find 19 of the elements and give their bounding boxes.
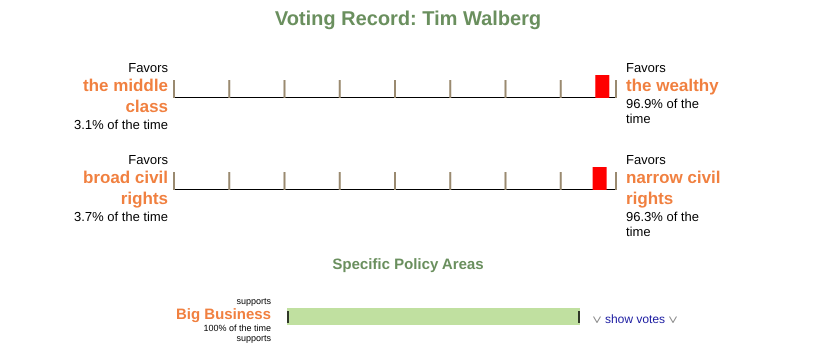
data-label: 96.9% of the time <box>626 96 700 126</box>
y-tick-label: Big Business <box>174 306 271 323</box>
category-label: narrow civil rights <box>626 168 720 208</box>
data-label: 96.3% of the time <box>626 209 700 239</box>
text: Favors <box>626 60 667 75</box>
text: Favors <box>127 152 168 167</box>
text: show votes <box>605 312 666 326</box>
text: Voting Record: Tim Walberg <box>274 8 542 31</box>
text: Favors <box>626 152 667 167</box>
data-label: 100% of the time <box>202 323 271 333</box>
category-label: broad civil rights <box>82 167 168 209</box>
text: supports <box>235 296 271 306</box>
category-label: the middle class <box>82 75 168 117</box>
text: Favors <box>127 60 168 75</box>
chart-title: Specific Policy Areas <box>331 256 485 273</box>
text: 3.7% of the time <box>73 209 168 224</box>
category-label: the wealthy <box>626 76 719 95</box>
text: supports <box>235 333 271 343</box>
text: 3.1% of the time <box>73 117 168 132</box>
